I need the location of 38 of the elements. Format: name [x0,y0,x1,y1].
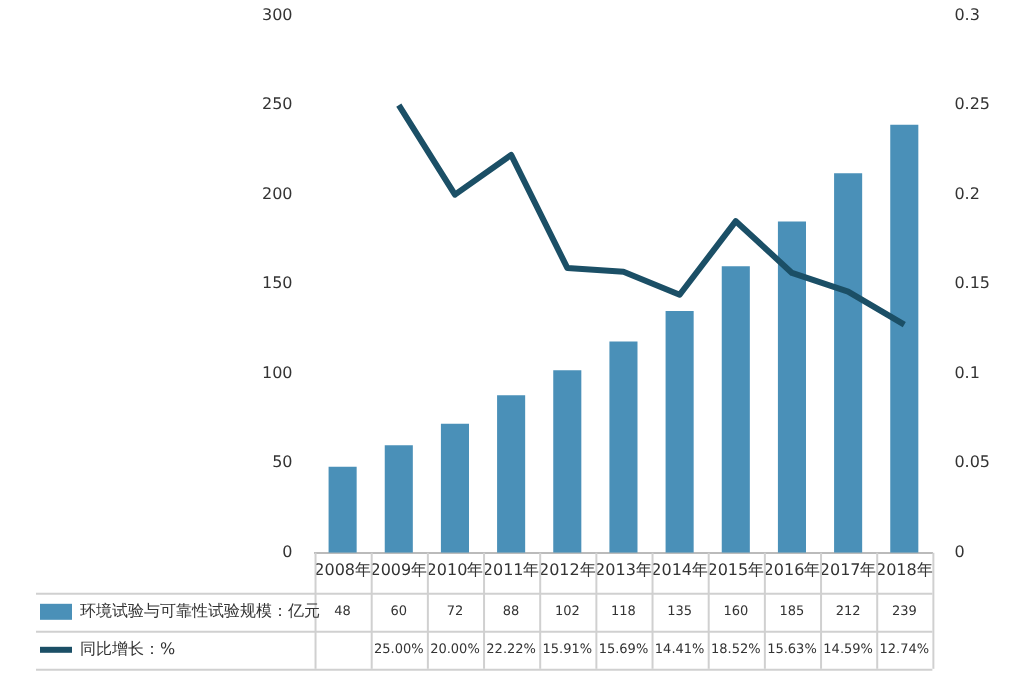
y2-tick-label: 0.05 [954,453,990,472]
x-tick-label: 2015年 [707,560,765,579]
y2-tick-label: 0 [954,542,965,561]
y2-tick-label: 0.15 [954,274,990,293]
y2-tick-label: 0.3 [954,5,980,24]
x-tick-label: 2012年 [538,560,596,579]
legend-label: 同比增长：% [80,639,176,658]
bar [553,370,582,553]
y-tick-label: 250 [261,95,293,114]
y-tick-label: 100 [261,363,293,382]
bar [721,266,750,553]
x-tick-label: 2017年 [819,560,877,579]
y-tick-label: 150 [261,274,293,293]
legend-label: 环境试验与可靠性试验规模：亿元 [80,601,320,620]
bar [440,423,469,553]
x-tick-label: 2008年 [314,560,371,579]
x-tick-label: 2016年 [763,560,821,579]
y2-tick-label: 0.1 [954,363,980,382]
x-tick-label: 2009年 [370,560,428,579]
bar [665,311,694,553]
y2-tick-label: 0.2 [954,184,980,203]
x-tick-label: 2011年 [482,560,540,579]
bar [609,341,638,553]
y-tick-label: 0 [282,542,293,561]
bar [384,445,413,553]
y-tick-label: 200 [261,184,293,203]
y-tick-label: 50 [272,453,293,472]
x-tick-label: 2013年 [595,560,652,579]
bar [777,221,806,553]
y-tick-label: 300 [261,5,293,24]
bar [328,466,357,553]
bar [890,124,919,553]
y2-tick-label: 0.25 [954,95,990,114]
x-tick-label: 2018年 [875,560,933,579]
x-tick-label: 2010年 [426,560,484,579]
x-tick-label: 2014年 [651,560,708,579]
bar [497,395,526,553]
bar [834,173,863,553]
